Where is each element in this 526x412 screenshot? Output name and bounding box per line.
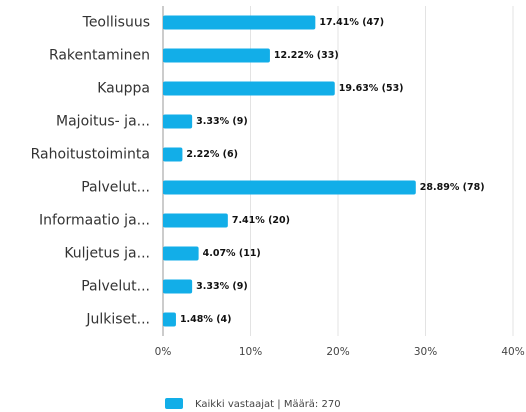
value-label: 19.63% (53): [339, 83, 404, 94]
value-label: 7.41% (20): [232, 215, 290, 226]
y-tick-label: Palvelut...: [81, 180, 150, 196]
bar: [163, 147, 183, 162]
y-tick-label: Palvelut...: [81, 279, 150, 295]
y-tick-label: Rahoitustoiminta: [31, 147, 150, 163]
value-label: 4.07% (11): [203, 248, 261, 259]
y-tick-label: Julkiset...: [85, 312, 150, 328]
x-tick-label: 40%: [501, 346, 524, 358]
legend-label: Kaikki vastaajat | Määrä: 270: [195, 399, 341, 410]
bar: [163, 81, 335, 96]
bar: [163, 180, 416, 195]
bar: [163, 114, 193, 129]
bar: [163, 15, 316, 30]
value-label: 1.48% (4): [180, 314, 232, 325]
legend-swatch: [165, 398, 183, 409]
y-tick-label: Kauppa: [97, 81, 150, 97]
value-label: 3.33% (9): [196, 281, 248, 292]
bar: [163, 246, 199, 261]
x-tick-label: 30%: [414, 346, 437, 358]
bar: [163, 279, 193, 294]
bar: [163, 312, 176, 327]
x-tick-label: 10%: [239, 346, 262, 358]
y-tick-label: Informaatio ja...: [39, 213, 150, 229]
y-tick-label: Kuljetus ja...: [64, 246, 150, 262]
y-tick-label: Teollisuus: [82, 15, 150, 31]
y-tick-label: Majoitus- ja...: [56, 114, 150, 130]
value-label: 17.41% (47): [319, 17, 384, 28]
bar: [163, 48, 270, 63]
x-tick-label: 0%: [155, 346, 172, 358]
bar: [163, 213, 228, 228]
value-label: 12.22% (33): [274, 50, 339, 61]
x-tick-label: 20%: [326, 346, 349, 358]
y-tick-label: Rakentaminen: [49, 48, 150, 64]
value-label: 2.22% (6): [186, 149, 238, 160]
value-label: 3.33% (9): [196, 116, 248, 127]
value-label: 28.89% (78): [420, 182, 485, 193]
